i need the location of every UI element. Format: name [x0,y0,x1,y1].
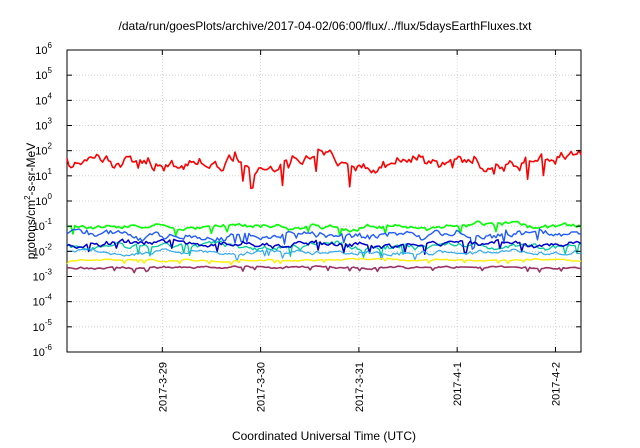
grid-lines [67,50,581,352]
chart-title: /data/run/goesPlots/archive/2017-04-02/0… [119,19,533,33]
y-tick-base: 10 [33,297,45,309]
x-tick-label: 2017-4-1 [452,362,464,406]
y-tick-base: 10 [33,347,45,359]
y-axis-label-rest: -s-sr-MeV [24,143,38,196]
y-tick-exponent: -5 [45,318,53,327]
series-line [66,148,582,190]
y-tick-base: 10 [33,246,45,258]
y-tick-base: 10 [33,322,45,334]
plot-area [66,49,582,353]
series-line [66,238,582,255]
y-tick-label: 103 [35,117,52,133]
y-tick-exponent: 3 [48,117,53,126]
series-group [66,148,582,274]
y-tick-base: 10 [35,171,47,183]
y-tick-exponent: 0 [48,192,53,201]
y-axis-label: protons/cm2-s-sr-MeV [23,143,38,259]
x-tick-label: 2017-4-2 [550,362,562,406]
y-axis-label-sup: 2 [23,195,32,200]
y-tick-base: 10 [35,70,47,82]
y-tick-base: 10 [33,221,45,233]
y-tick-label: 10-6 [33,343,53,359]
series-line [66,265,582,274]
y-tick-base: 10 [33,272,45,284]
y-tick-exponent: -3 [45,268,53,277]
series-line [66,220,582,237]
x-tick-label: 2017-3-31 [354,362,366,412]
y-tick-base: 10 [35,45,47,57]
y-tick-label: 106 [35,41,52,57]
y-tick-exponent: 1 [48,167,53,176]
y-tick-label: 104 [35,91,52,107]
series-line [66,228,582,250]
x-tick-label: 2017-3-30 [256,362,268,412]
y-axis-ticks: 10-610-510-410-310-210-11001011021031041… [33,41,581,359]
y-tick-exponent: -4 [45,293,53,302]
y-tick-exponent: -2 [45,242,53,251]
y-tick-base: 10 [35,196,47,208]
y-tick-label: 10-3 [33,268,53,284]
x-axis-ticks: 2017-3-29 2017-3-30 2017-3-31 2017-4-1 2017-… [157,50,562,412]
x-tick-label: 2017-3-29 [157,362,169,412]
y-tick-label: 100 [35,192,52,208]
y-tick-label: 105 [35,66,52,82]
y-tick-exponent: 2 [48,142,53,151]
series-line [66,248,582,262]
x-axis-label: Coordinated Universal Time (UTC) [232,429,416,443]
y-tick-base: 10 [35,146,47,158]
y-tick-label: 102 [35,142,52,158]
y-tick-base: 10 [35,121,47,133]
y-tick-label: 10-5 [33,318,53,334]
y-tick-exponent: 4 [48,91,53,100]
y-tick-label: 10-1 [33,217,53,233]
y-tick-exponent: 6 [48,41,53,50]
y-tick-exponent: 5 [48,66,53,75]
y-tick-label: 101 [35,167,52,183]
y-tick-label: 10-4 [33,293,53,309]
y-tick-exponent: -1 [45,217,53,226]
series-line [66,257,582,266]
y-tick-exponent: -6 [45,343,53,352]
y-tick-label: 10-2 [33,242,53,258]
y-tick-base: 10 [35,95,47,107]
y-axis-label-main: protons/cm [24,200,38,259]
